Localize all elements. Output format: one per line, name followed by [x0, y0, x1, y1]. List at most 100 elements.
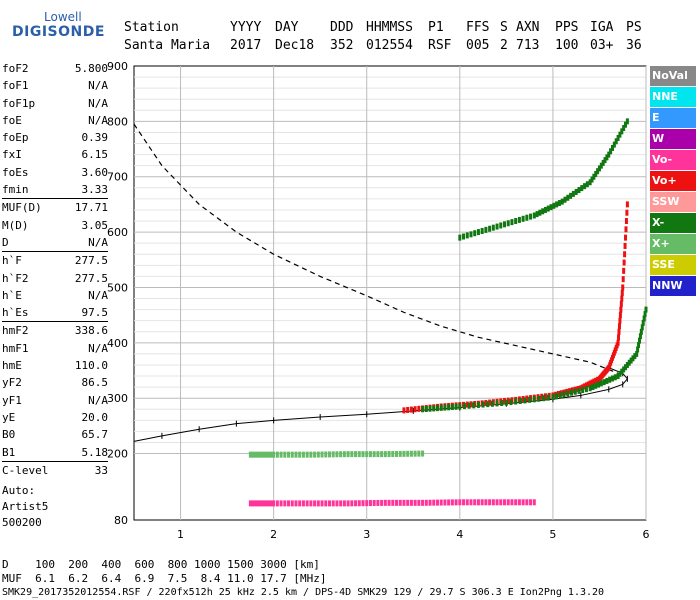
header-label: PS: [626, 20, 642, 35]
param-value: N/A: [88, 288, 108, 302]
param-value: 33: [94, 463, 108, 477]
data-point: [560, 198, 564, 205]
data-point: [476, 229, 480, 236]
param-row: B0 65.7: [2, 426, 108, 443]
data-point: [633, 353, 637, 360]
param-value: 6.15: [81, 148, 109, 162]
data-point: [644, 306, 648, 313]
legend-item: E: [650, 108, 696, 128]
data-point: [556, 390, 560, 397]
data-point: [532, 212, 536, 219]
data-point: [450, 499, 454, 506]
param-row: B1 5.18: [2, 444, 108, 461]
data-point: [625, 361, 629, 368]
data-point: [447, 499, 451, 506]
data-point: [331, 451, 335, 458]
data-point: [617, 334, 621, 341]
data-point: [596, 376, 600, 383]
param-name: foF1p: [2, 96, 36, 110]
param-value: 5.800: [74, 62, 108, 75]
data-point: [262, 500, 266, 507]
autoscaling-info: Auto: Artist5 500200: [2, 483, 48, 531]
param-name: foF2: [2, 62, 29, 75]
data-point: [521, 215, 525, 222]
param-name: h`E: [2, 288, 22, 302]
data-point: [617, 323, 621, 330]
data-point: [439, 404, 443, 411]
param-name: h`Es: [2, 306, 29, 320]
x-tick-label: 3: [363, 528, 370, 541]
param-row: D N/A: [2, 234, 108, 251]
data-point: [253, 451, 257, 458]
data-point: [491, 499, 495, 506]
legend-item: X-: [650, 213, 696, 233]
param-row: yE 20.0: [2, 409, 108, 426]
data-point: [413, 406, 417, 413]
data-point: [495, 400, 499, 407]
data-point: [283, 500, 287, 507]
param-value: 86.5: [81, 376, 109, 390]
data-point: [309, 451, 313, 458]
data-point: [620, 368, 624, 375]
legend-item: W: [650, 129, 696, 149]
data-point: [267, 451, 271, 458]
param-row: foEp 0.39: [2, 129, 108, 146]
data-point: [354, 451, 358, 458]
data-point: [624, 218, 628, 225]
header-value: 005: [466, 38, 490, 53]
data-point: [543, 206, 547, 213]
param-value: N/A: [88, 96, 108, 110]
data-point: [417, 499, 421, 506]
data-point: [523, 397, 527, 404]
legend-item: NNE: [650, 87, 696, 107]
data-point: [387, 451, 391, 458]
data-point: [354, 500, 358, 507]
data-point: [563, 196, 567, 203]
data-point: [294, 451, 298, 458]
data-point: [510, 499, 514, 506]
param-name: D: [2, 235, 9, 249]
data-point: [255, 500, 259, 507]
y-tick-label: 900: [107, 60, 128, 73]
data-point: [599, 162, 603, 169]
data-point: [398, 499, 402, 506]
data-point: [406, 499, 410, 506]
data-point: [320, 451, 324, 458]
param-value: 65.7: [81, 428, 109, 442]
param-value: 3.05: [81, 218, 109, 232]
data-point: [346, 451, 350, 458]
y-tick-label: 200: [107, 448, 128, 461]
header-value: 012554: [366, 38, 413, 53]
data-point: [294, 500, 298, 507]
param-value: N/A: [88, 113, 108, 127]
param-value: 110.0: [74, 359, 108, 373]
data-point: [614, 138, 618, 145]
data-point: [283, 451, 287, 458]
data-point: [574, 188, 578, 195]
data-point: [462, 499, 466, 506]
data-point: [640, 324, 644, 331]
legend-item: Vo+: [650, 171, 696, 191]
param-name: M(D): [2, 218, 29, 232]
data-point: [421, 499, 425, 506]
data-point: [248, 451, 252, 458]
param-name: yF1: [2, 393, 22, 407]
data-point: [424, 499, 428, 506]
header-label: IGA: [590, 20, 614, 35]
data-point: [287, 451, 291, 458]
data-point: [622, 259, 626, 266]
data-point: [350, 500, 354, 507]
legend-item: NoVal: [650, 66, 696, 86]
data-point: [569, 192, 573, 199]
data-point: [447, 404, 451, 411]
header-label: DDD: [330, 20, 354, 35]
data-point: [613, 374, 617, 381]
data-point: [262, 451, 266, 458]
data-point: [491, 224, 495, 231]
data-point: [279, 451, 283, 458]
data-point: [421, 450, 425, 457]
param-row: foEs 3.60: [2, 164, 108, 181]
data-point: [503, 398, 507, 405]
data-point: [469, 231, 473, 238]
data-point: [255, 451, 259, 458]
